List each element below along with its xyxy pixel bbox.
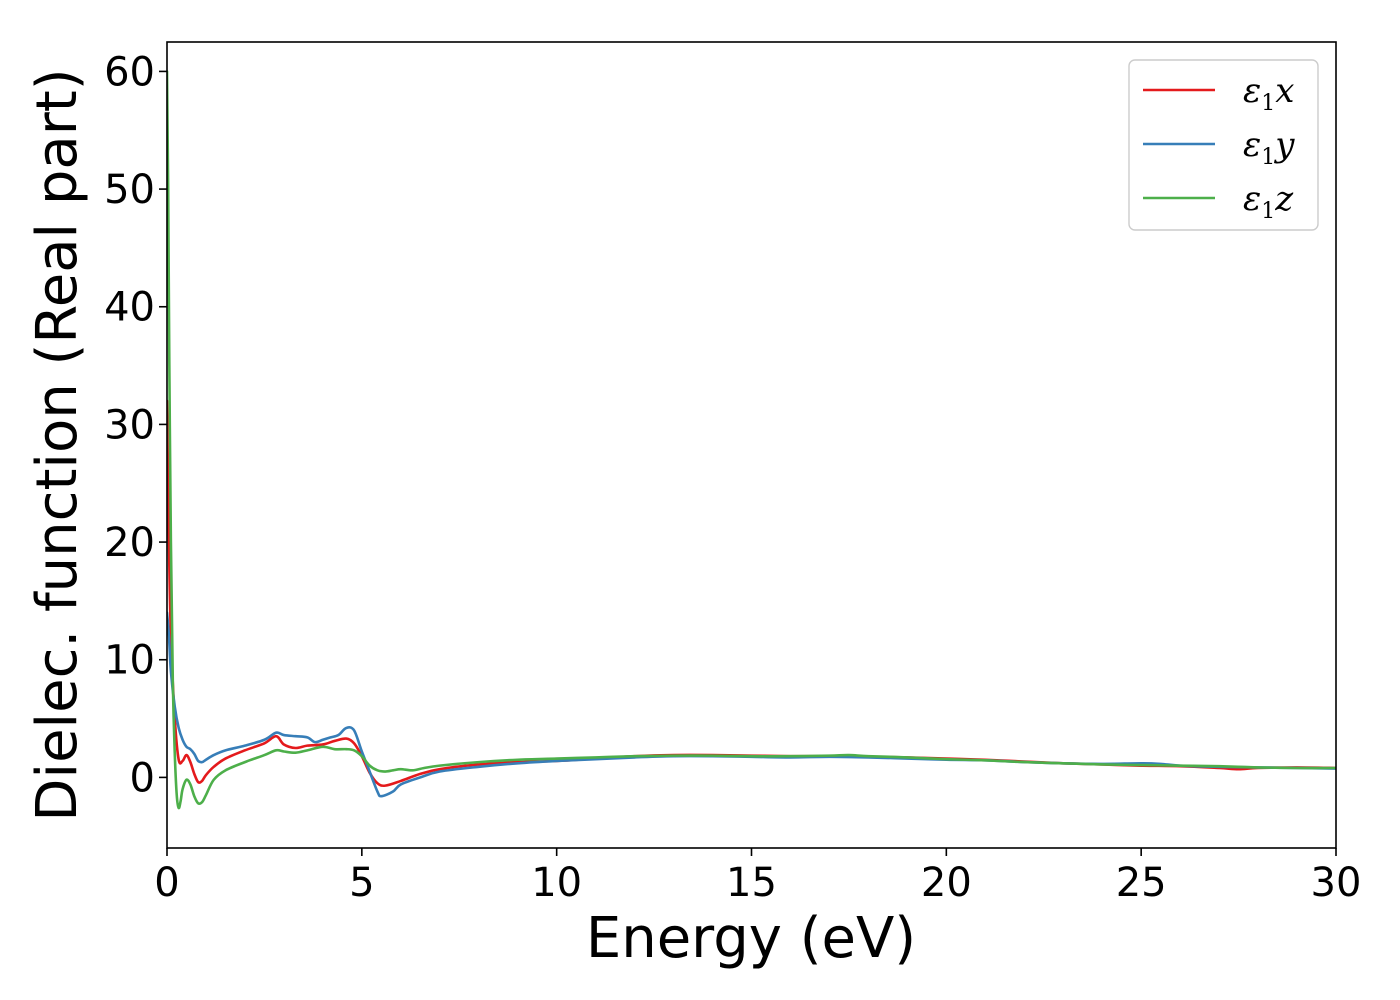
y-tick-label: 0 bbox=[130, 755, 155, 801]
legend-label: ε1z bbox=[1243, 179, 1294, 224]
x-tick-label: 5 bbox=[349, 860, 374, 906]
y-tick-label: 40 bbox=[104, 285, 155, 331]
x-tick-label: 0 bbox=[154, 860, 179, 906]
x-tick-label: 25 bbox=[1116, 860, 1167, 906]
x-tick-label: 20 bbox=[921, 860, 972, 906]
x-tick-label: 15 bbox=[726, 860, 777, 906]
x-axis: 0 5 10 15 20 25 30 bbox=[154, 848, 1361, 906]
series-line-x bbox=[167, 399, 1336, 788]
y-tick-label: 30 bbox=[104, 402, 155, 448]
y-tick-label: 10 bbox=[104, 638, 155, 684]
x-tick-label: 10 bbox=[531, 860, 582, 906]
y-tick-label: 20 bbox=[104, 520, 155, 566]
legend-label: ε1y bbox=[1243, 125, 1295, 170]
legend-label: ε1x bbox=[1243, 71, 1294, 116]
y-tick-label: 50 bbox=[104, 167, 155, 213]
x-tick-label: 30 bbox=[1311, 860, 1362, 906]
legend-box bbox=[1128, 59, 1319, 231]
series-line-z bbox=[167, 70, 1336, 810]
legend-item-z: ε1z bbox=[1143, 179, 1294, 224]
x-axis-title: Energy (eV) bbox=[586, 906, 916, 971]
series-line-y bbox=[167, 611, 1336, 798]
y-axis-title: Dielec. function (Real part) bbox=[25, 68, 90, 821]
legend-item-y: ε1y bbox=[1143, 125, 1295, 170]
legend-item-x: ε1x bbox=[1143, 71, 1294, 116]
y-tick-label: 60 bbox=[104, 49, 155, 95]
y-axis: 0 10 20 30 40 50 60 bbox=[104, 49, 167, 801]
legend: ε1x ε1y ε1z bbox=[1128, 59, 1319, 231]
series-layer bbox=[167, 70, 1336, 810]
